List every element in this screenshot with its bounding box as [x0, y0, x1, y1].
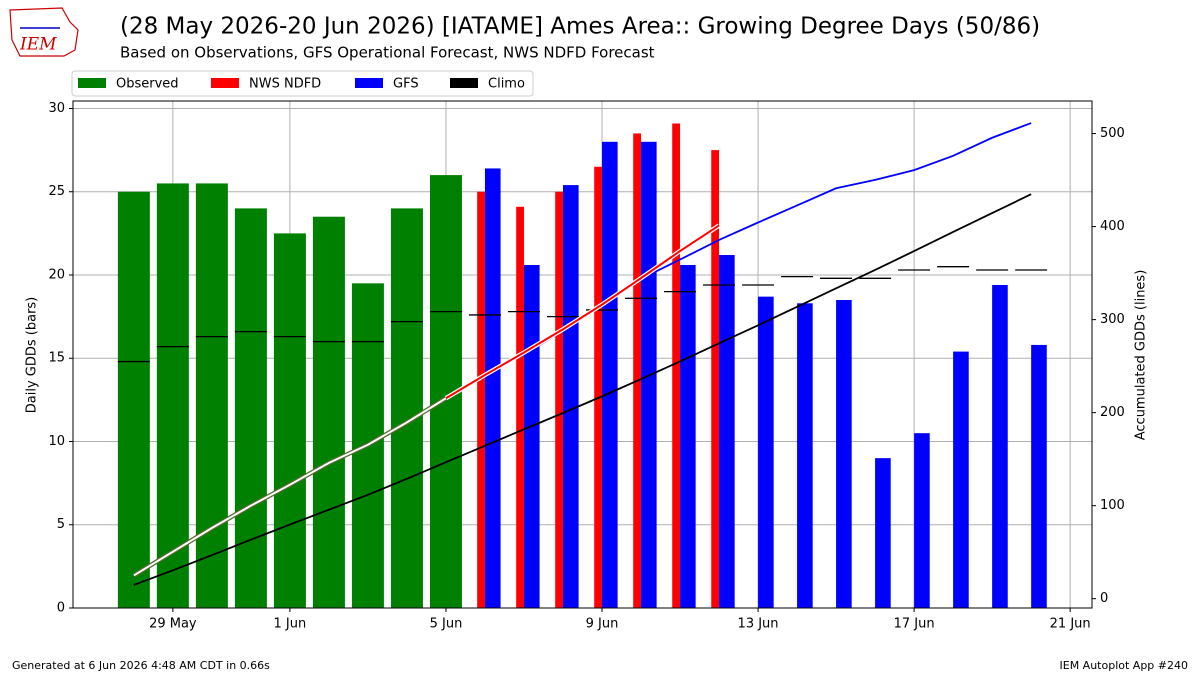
logo-text: IEM	[19, 35, 57, 55]
legend-swatch	[355, 78, 383, 88]
x-tick-label: 1 Jun	[274, 617, 307, 632]
bar	[312, 216, 345, 608]
accumulated-line	[445, 224, 720, 400]
y-tick-label: 0	[57, 601, 65, 616]
y2-tick-label: 100	[1100, 498, 1125, 513]
bar	[914, 433, 930, 608]
logo-shape	[9, 7, 79, 57]
bar	[523, 265, 540, 608]
logo: IEM	[9, 7, 79, 57]
bar	[562, 185, 579, 608]
legend-label: Climo	[488, 77, 525, 92]
bar	[594, 166, 603, 608]
bar	[390, 208, 423, 608]
y2-tick-label: 0	[1100, 591, 1108, 606]
y-axis-label: Daily GDDs (bars)	[25, 297, 40, 414]
chart-subtitle: Based on Observations, GFS Operational F…	[120, 44, 655, 62]
bar	[758, 296, 774, 608]
y-tick-label: 10	[48, 434, 65, 449]
x-tick-label: 21 Jun	[1050, 617, 1091, 632]
legend-box	[71, 70, 534, 97]
footer-right: IEM Autoplot App #240	[1060, 659, 1189, 672]
bar	[633, 133, 642, 608]
y-tick-label: 20	[48, 267, 65, 282]
legend-label: NWS NDFD	[249, 77, 321, 92]
x-tick-label: 17 Jun	[894, 617, 935, 632]
y2-axis-label: Accumulated GDDs (lines)	[1134, 270, 1149, 441]
bar	[555, 191, 563, 608]
x-tick-label: 29 May	[149, 617, 197, 632]
plot-frame	[72, 100, 1093, 609]
bar	[711, 150, 720, 608]
y2-tick-label: 300	[1100, 312, 1125, 327]
x-tick-label: 5 Jun	[430, 617, 463, 632]
bar	[1031, 344, 1047, 608]
bar	[797, 303, 813, 608]
bar	[875, 458, 891, 608]
y-tick-label: 15	[48, 351, 65, 366]
bar	[195, 183, 228, 609]
legend: Observed NWS NDFD GFS Climo	[71, 70, 534, 97]
bar	[156, 183, 189, 609]
bar	[273, 233, 306, 609]
bar	[992, 284, 1008, 608]
bar	[672, 123, 681, 608]
legend-label: Observed	[116, 77, 179, 92]
bar	[234, 208, 267, 608]
accumulated-line	[133, 397, 447, 577]
bar	[719, 255, 735, 609]
bar	[953, 351, 969, 608]
y-tick-label: 5	[57, 517, 65, 532]
x-tick-label: 9 Jun	[586, 617, 619, 632]
legend-swatch	[78, 78, 106, 88]
bar	[836, 299, 852, 608]
legend-label: GFS	[393, 77, 419, 92]
y2-tick-label: 400	[1100, 219, 1125, 234]
bar	[477, 191, 485, 608]
legend-swatch	[450, 78, 478, 88]
bar	[602, 141, 618, 609]
legend-swatch	[211, 78, 239, 88]
accumulated-line	[133, 193, 1032, 586]
y2-tick-label: 500	[1100, 126, 1125, 141]
x-tick-label: 13 Jun	[738, 617, 779, 632]
chart-title: (28 May 2026-20 Jun 2026) [IATAME] Ames …	[120, 14, 1040, 40]
bar	[484, 168, 501, 608]
bar	[117, 191, 150, 608]
bar	[680, 265, 696, 608]
bar	[516, 206, 524, 608]
footer-left: Generated at 6 Jun 2026 4:48 AM CDT in 0…	[12, 659, 270, 672]
y2-tick-label: 200	[1100, 405, 1125, 420]
y-tick-label: 30	[48, 101, 65, 116]
y-tick-label: 25	[48, 184, 65, 199]
